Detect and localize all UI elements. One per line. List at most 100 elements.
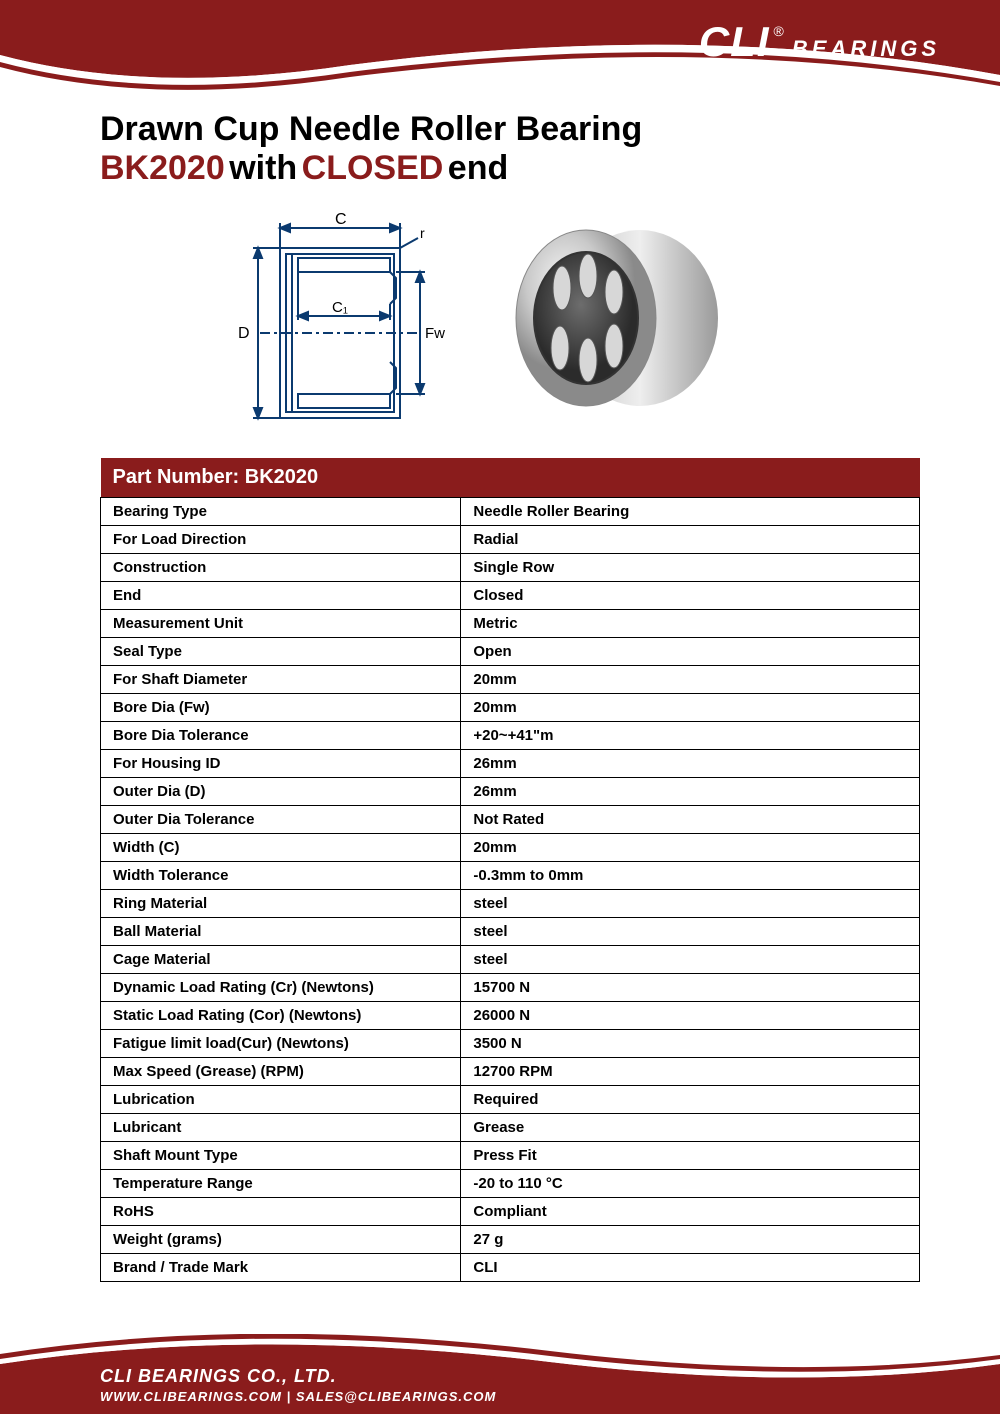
- spec-value: 15700 N: [461, 974, 920, 1002]
- spec-value: Press Fit: [461, 1142, 920, 1170]
- table-row: Temperature Range-20 to 110 °C: [101, 1170, 920, 1198]
- table-row: Ring Materialsteel: [101, 890, 920, 918]
- spec-value: Closed: [461, 582, 920, 610]
- title-line1: Drawn Cup Needle Roller Bearing: [100, 110, 920, 149]
- spec-value: 20mm: [461, 666, 920, 694]
- table-row: LubricantGrease: [101, 1114, 920, 1142]
- table-row: Bore Dia Tolerance+20~+41"m: [101, 722, 920, 750]
- spec-value: -0.3mm to 0mm: [461, 862, 920, 890]
- spec-value: Compliant: [461, 1198, 920, 1226]
- spec-value: -20 to 110 °C: [461, 1170, 920, 1198]
- spec-value: Required: [461, 1086, 920, 1114]
- spec-value: 20mm: [461, 834, 920, 862]
- table-row: Max Speed (Grease) (RPM)12700 RPM: [101, 1058, 920, 1086]
- spec-label: Fatigue limit load(Cur) (Newtons): [101, 1030, 461, 1058]
- table-row: For Load DirectionRadial: [101, 526, 920, 554]
- table-row: For Shaft Diameter20mm: [101, 666, 920, 694]
- spec-label: Static Load Rating (Cor) (Newtons): [101, 1002, 461, 1030]
- spec-value: Open: [461, 638, 920, 666]
- spec-value: 3500 N: [461, 1030, 920, 1058]
- spec-label: Temperature Range: [101, 1170, 461, 1198]
- spec-value: 26000 N: [461, 1002, 920, 1030]
- spec-label: Lubricant: [101, 1114, 461, 1142]
- logo-registered: ®: [774, 23, 784, 39]
- spec-value: steel: [461, 918, 920, 946]
- diagram-label-d: D: [238, 325, 250, 342]
- table-row: Weight (grams)27 g: [101, 1226, 920, 1254]
- spec-value: CLI: [461, 1254, 920, 1282]
- content-area: Drawn Cup Needle Roller Bearing BK2020 w…: [0, 90, 1000, 1282]
- title-with: with: [229, 149, 297, 187]
- spec-label: Width Tolerance: [101, 862, 461, 890]
- table-row: Outer Dia ToleranceNot Rated: [101, 806, 920, 834]
- table-row: Brand / Trade MarkCLI: [101, 1254, 920, 1282]
- table-row: Width Tolerance-0.3mm to 0mm: [101, 862, 920, 890]
- logo-text-main: CLI: [699, 18, 770, 66]
- diagram-label-c1: C₁: [332, 299, 348, 316]
- table-row: Fatigue limit load(Cur) (Newtons)3500 N: [101, 1030, 920, 1058]
- table-row: Width (C)20mm: [101, 834, 920, 862]
- spec-label: Dynamic Load Rating (Cr) (Newtons): [101, 974, 461, 1002]
- table-row: Outer Dia (D)26mm: [101, 778, 920, 806]
- diagram-label-r: r: [420, 225, 425, 241]
- spec-label: Construction: [101, 554, 461, 582]
- spec-label: Measurement Unit: [101, 610, 461, 638]
- table-row: Seal TypeOpen: [101, 638, 920, 666]
- title-line2: BK2020 with CLOSED end: [100, 149, 920, 188]
- table-row: Static Load Rating (Cor) (Newtons)26000 …: [101, 1002, 920, 1030]
- table-row: Shaft Mount TypePress Fit: [101, 1142, 920, 1170]
- table-row: Bearing TypeNeedle Roller Bearing: [101, 498, 920, 526]
- spec-value: Radial: [461, 526, 920, 554]
- footer-text: CLI BEARINGS CO., LTD. WWW.CLIBEARINGS.C…: [100, 1366, 496, 1404]
- table-row: For Housing ID26mm: [101, 750, 920, 778]
- table-row: Bore Dia (Fw)20mm: [101, 694, 920, 722]
- spec-label: Seal Type: [101, 638, 461, 666]
- spec-label: Weight (grams): [101, 1226, 461, 1254]
- spec-value: steel: [461, 890, 920, 918]
- table-row: Cage Materialsteel: [101, 946, 920, 974]
- spec-label: For Housing ID: [101, 750, 461, 778]
- title-end: end: [448, 149, 508, 187]
- spec-label: Shaft Mount Type: [101, 1142, 461, 1170]
- spec-value: +20~+41"m: [461, 722, 920, 750]
- title-part-number: BK2020: [100, 149, 225, 187]
- product-photo: [490, 208, 730, 428]
- table-row: Dynamic Load Rating (Cr) (Newtons)15700 …: [101, 974, 920, 1002]
- brand-logo: CLI ® BEARINGS: [699, 18, 940, 66]
- spec-label: Ball Material: [101, 918, 461, 946]
- table-row: Measurement UnitMetric: [101, 610, 920, 638]
- header-band: CLI ® BEARINGS: [0, 0, 1000, 90]
- spec-label: Ring Material: [101, 890, 461, 918]
- spec-label: Bore Dia Tolerance: [101, 722, 461, 750]
- spec-value: steel: [461, 946, 920, 974]
- spec-value: 26mm: [461, 778, 920, 806]
- title-closed: CLOSED: [302, 149, 444, 187]
- diagram-label-c: C: [335, 211, 347, 228]
- spec-value: 27 g: [461, 1226, 920, 1254]
- table-row: RoHSCompliant: [101, 1198, 920, 1226]
- spec-label: Lubrication: [101, 1086, 461, 1114]
- page-title: Drawn Cup Needle Roller Bearing BK2020 w…: [100, 110, 920, 188]
- footer-band: CLI BEARINGS CO., LTD. WWW.CLIBEARINGS.C…: [0, 1334, 1000, 1414]
- spec-value: 12700 RPM: [461, 1058, 920, 1086]
- spec-label: For Shaft Diameter: [101, 666, 461, 694]
- table-row: Ball Materialsteel: [101, 918, 920, 946]
- table-header: Part Number: BK2020: [101, 458, 920, 498]
- table-row: EndClosed: [101, 582, 920, 610]
- footer-contact: WWW.CLIBEARINGS.COM | SALES@CLIBEARINGS.…: [100, 1389, 496, 1404]
- spec-value: Grease: [461, 1114, 920, 1142]
- spec-label: Max Speed (Grease) (RPM): [101, 1058, 461, 1086]
- spec-label: RoHS: [101, 1198, 461, 1226]
- technical-drawing: C C₁ D Fw r: [220, 198, 450, 438]
- spec-value: 26mm: [461, 750, 920, 778]
- spec-label: Width (C): [101, 834, 461, 862]
- spec-value: Not Rated: [461, 806, 920, 834]
- table-row: ConstructionSingle Row: [101, 554, 920, 582]
- spec-label: Brand / Trade Mark: [101, 1254, 461, 1282]
- spec-value: Metric: [461, 610, 920, 638]
- spec-label: Outer Dia (D): [101, 778, 461, 806]
- spec-label: Bearing Type: [101, 498, 461, 526]
- diagram-label-fw: Fw: [425, 325, 445, 342]
- spec-label: Outer Dia Tolerance: [101, 806, 461, 834]
- logo-text-sub: BEARINGS: [792, 36, 940, 62]
